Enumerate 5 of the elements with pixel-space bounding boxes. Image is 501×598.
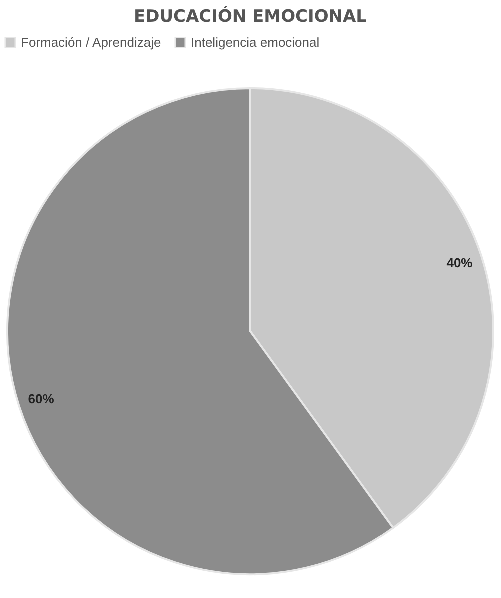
legend-label: Inteligencia emocional — [191, 34, 320, 50]
chart-title: EDUCACIÓN EMOCIONAL — [134, 6, 368, 27]
data-label: 60% — [28, 391, 55, 406]
data-label: 40% — [446, 256, 474, 271]
legend-label: Formación / Aprendizaje — [21, 34, 162, 50]
